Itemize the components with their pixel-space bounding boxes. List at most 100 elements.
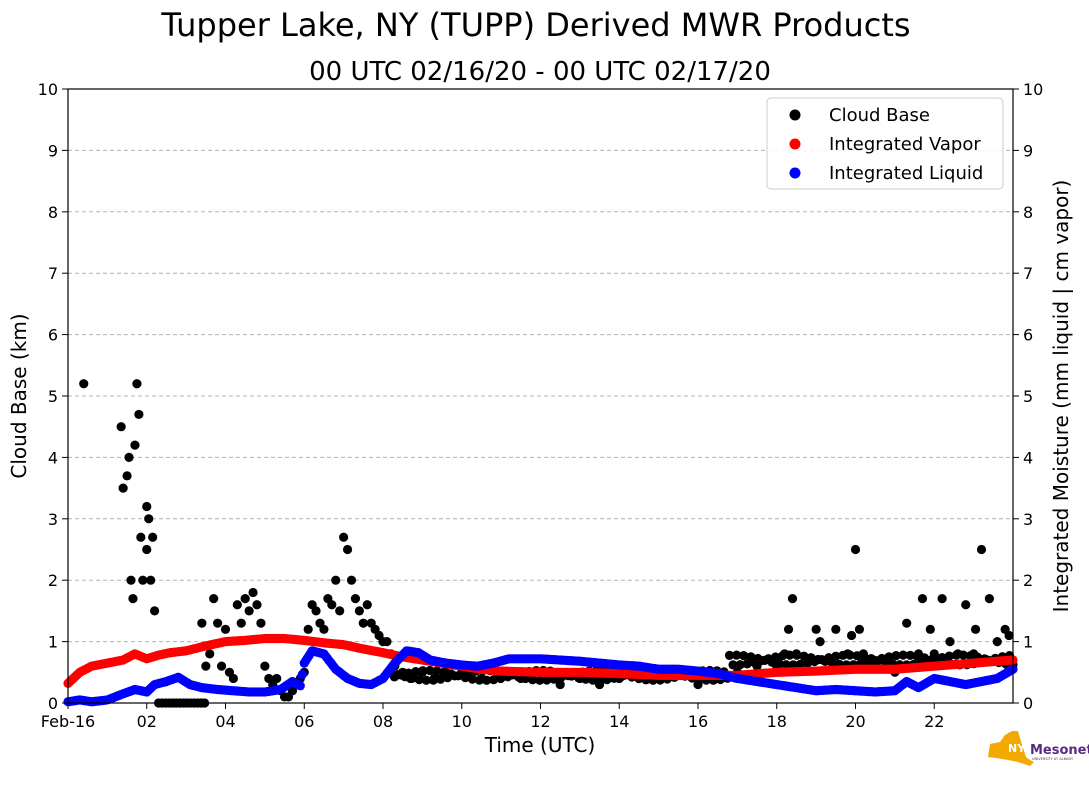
data-point	[905, 650, 915, 660]
logo-text: Mesonet	[1030, 743, 1089, 758]
data-point	[213, 618, 223, 628]
data-point	[414, 675, 424, 685]
x-tick-label: 10	[452, 712, 472, 731]
legend-marker	[789, 109, 801, 121]
legend-label: Cloud Base	[829, 105, 930, 126]
data-point	[595, 675, 605, 685]
data-point	[209, 594, 219, 604]
data-point	[244, 606, 254, 616]
y2-tick-label: 0	[1023, 694, 1033, 713]
y2-tick-label: 9	[1023, 141, 1033, 160]
data-point	[311, 606, 321, 616]
data-point	[555, 679, 565, 690]
legend-box	[766, 97, 1004, 190]
data-point	[850, 544, 861, 555]
x-tick-label: 18	[767, 712, 787, 731]
data-point	[799, 651, 809, 661]
y-tick-label: 7	[48, 264, 58, 283]
data-point	[130, 440, 140, 450]
data-point	[728, 660, 738, 670]
data-point	[815, 637, 825, 647]
y2-tick-label: 7	[1023, 264, 1033, 283]
data-point	[846, 630, 857, 641]
logo-subtext: UNIVERSITY AT ALBANY	[1032, 757, 1074, 761]
x-axis-label: Time (UTC)	[484, 733, 596, 757]
data-point	[331, 575, 341, 585]
data-point	[350, 594, 361, 604]
data-point	[792, 650, 802, 660]
data-point	[770, 652, 781, 662]
data-point	[811, 624, 821, 634]
data-point	[852, 651, 862, 661]
data-point	[489, 675, 499, 685]
data-point	[339, 532, 349, 542]
y2-tick-label: 5	[1023, 387, 1033, 406]
data-point	[428, 675, 438, 685]
data-marks	[63, 379, 1018, 708]
y2-tick-label: 1	[1023, 633, 1033, 652]
data-point	[228, 673, 238, 684]
data-point	[382, 637, 392, 647]
data-point	[148, 532, 158, 542]
data-point	[134, 409, 144, 420]
x-tick-label: 14	[609, 712, 629, 731]
logo-abbr: NYS	[1008, 742, 1033, 755]
data-point	[937, 594, 947, 604]
data-point	[917, 594, 928, 604]
data-point	[742, 659, 752, 669]
data-point	[252, 600, 262, 610]
x-tick-label: 16	[688, 712, 708, 731]
data-point	[925, 624, 935, 634]
y-tick-label: 10	[38, 80, 58, 99]
legend-label: Integrated Liquid	[829, 163, 983, 184]
data-point	[474, 675, 485, 685]
data-point	[146, 575, 156, 585]
data-point	[354, 606, 364, 616]
y-tick-label: 3	[48, 510, 58, 529]
data-point	[984, 594, 994, 604]
data-point	[362, 600, 372, 610]
series-integrated-vapor	[63, 633, 1018, 688]
data-point	[528, 675, 538, 685]
y-tick-label: 0	[48, 694, 58, 713]
data-point	[827, 658, 837, 668]
data-point	[774, 659, 784, 669]
x-tick-label: 22	[924, 712, 944, 731]
y2-tick-label: 10	[1023, 80, 1043, 99]
data-point	[1004, 630, 1014, 641]
data-point	[295, 681, 305, 691]
y-axis-label: Cloud Base (km)	[7, 313, 31, 478]
data-point	[884, 652, 894, 662]
y-tick-label: 4	[48, 448, 58, 467]
data-point	[945, 637, 955, 647]
x-tick-label: 02	[137, 712, 157, 731]
data-point	[118, 483, 128, 493]
data-point	[150, 606, 160, 616]
data-point	[845, 650, 855, 660]
data-point	[425, 665, 435, 676]
data-point	[136, 532, 146, 542]
data-point	[358, 618, 368, 628]
data-point	[79, 379, 89, 389]
data-point	[992, 637, 1002, 647]
data-point	[435, 674, 446, 684]
legend: Cloud Base Integrated Vapor Integrated Liq…	[766, 97, 1004, 190]
data-point	[126, 575, 136, 585]
data-point	[256, 618, 266, 628]
data-point	[467, 674, 477, 684]
data-point	[144, 514, 154, 524]
data-point	[116, 422, 126, 432]
chart-subtitle: 00 UTC 02/16/20 - 00 UTC 02/17/20	[309, 57, 771, 87]
data-point	[407, 673, 417, 684]
data-point	[432, 666, 442, 676]
data-point	[220, 624, 231, 634]
data-point	[785, 650, 795, 660]
y-tick-label: 8	[48, 203, 58, 222]
x-tick-label: 08	[373, 712, 393, 731]
data-point	[142, 544, 152, 555]
data-point	[588, 675, 598, 685]
data-point	[201, 661, 211, 671]
x-tick-label: Feb-16	[41, 712, 95, 731]
data-point	[735, 660, 745, 670]
